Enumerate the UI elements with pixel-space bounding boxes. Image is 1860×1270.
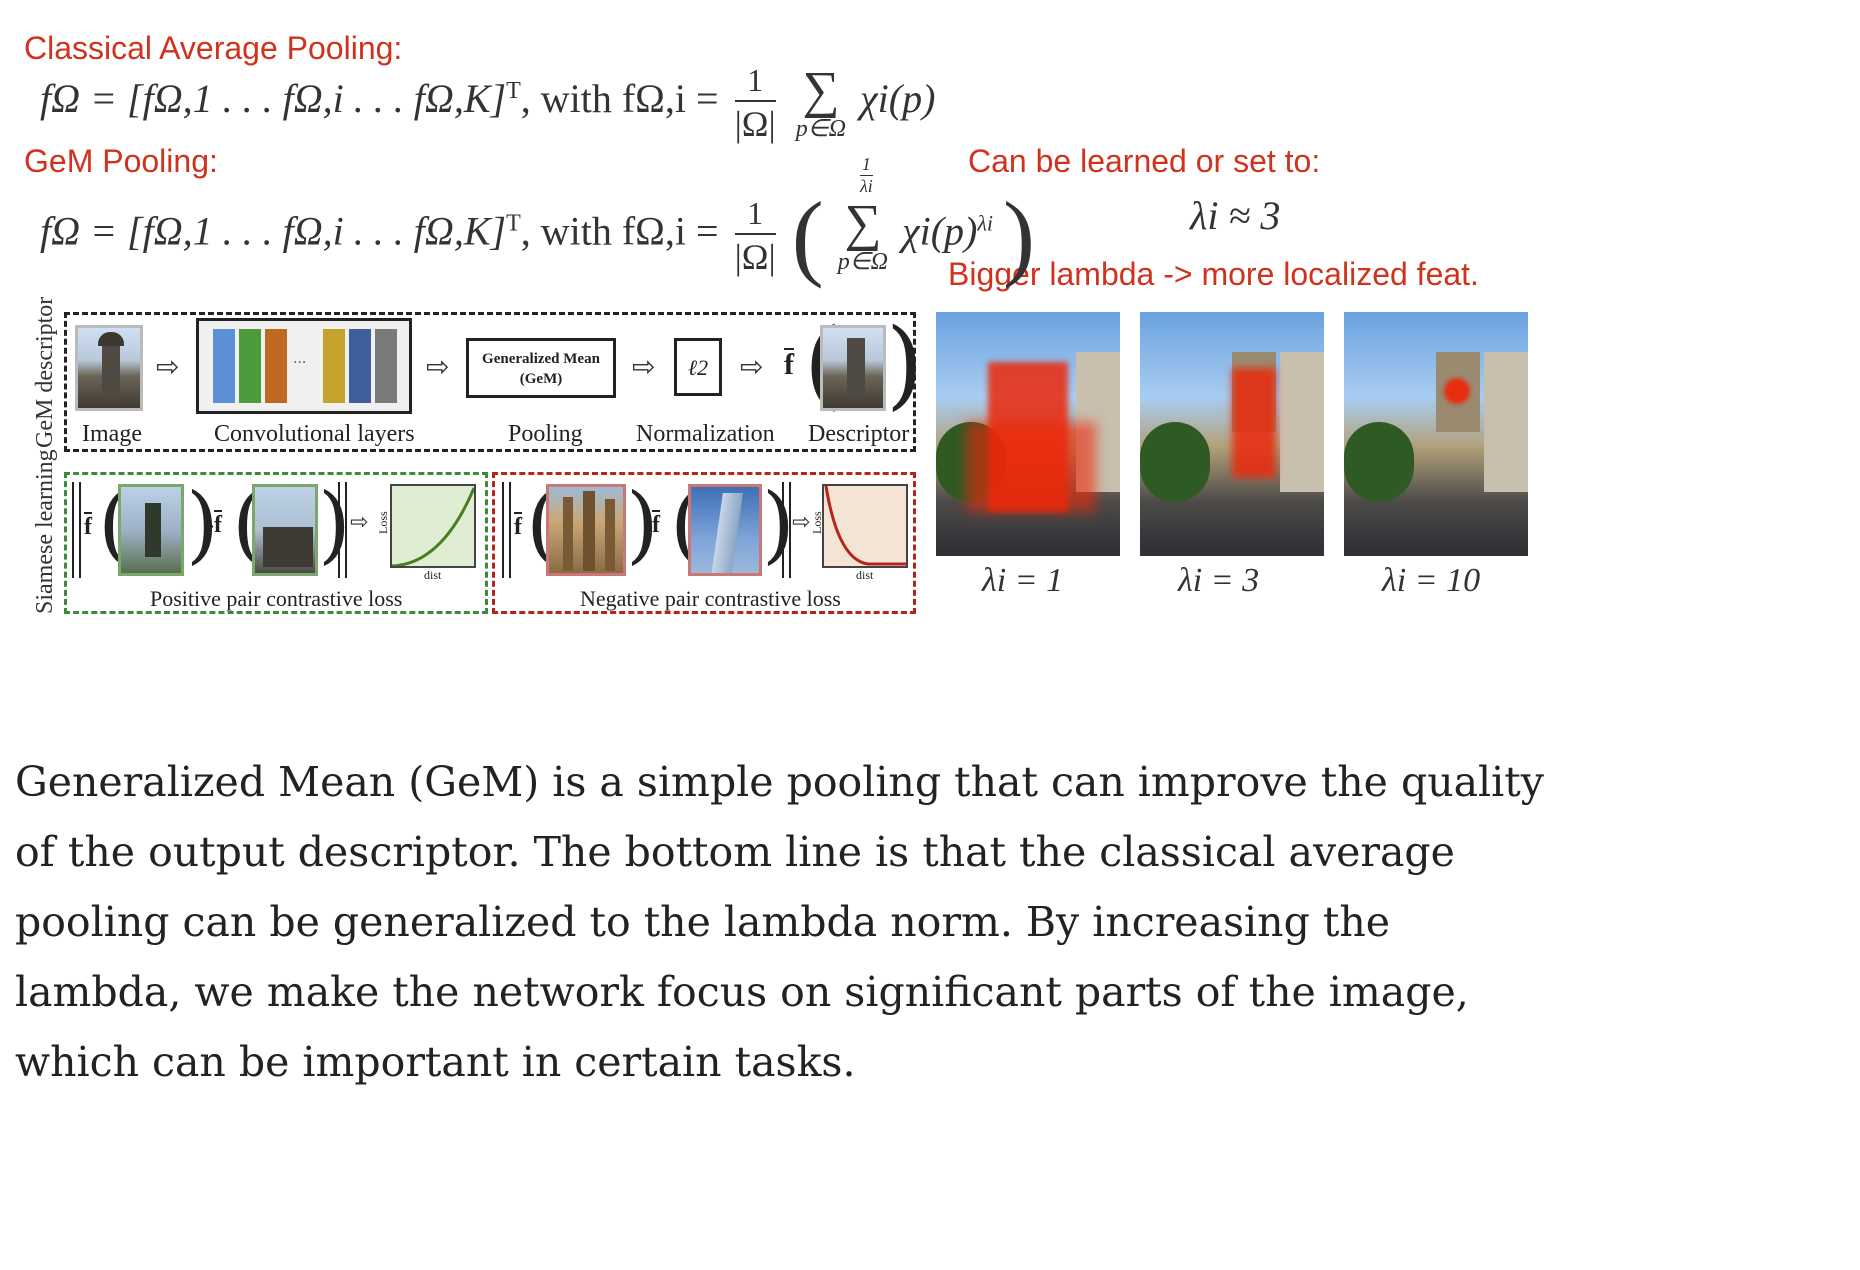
bigger-lambda-note: Bigger lambda -> more localized feat. [948,256,1479,292]
paren: ) [186,475,219,573]
f-bar-symbol: f [214,510,222,538]
gem-box-line1: Generalized Mean [482,351,600,367]
body-paragraph: Generalized Mean (GeM) is a simple pooli… [15,758,1544,1086]
summation: ∑ p∈Ω [795,62,847,142]
negative-pair-box [492,472,916,614]
classical-formula: fΩ = [fΩ,1 . . . fΩ,i . . . fΩ,K]T, with… [40,60,935,146]
negative-loss-plot [822,484,908,568]
conv-layer-3 [265,329,287,403]
lambda-3-caption: λi = 3 [1178,562,1260,599]
fraction-numerator: 1 [734,60,776,102]
minus-f-bar: -f [206,510,222,538]
chi-term-2: χi(p) [902,208,978,254]
loss-axis-label: Loss [376,511,390,534]
descriptor-image-thumbnail [820,325,886,411]
summation-2: ∑ p∈Ω [837,194,888,275]
formula-with: , with fΩ,i = [520,76,719,122]
arrow-icon: ⇨ [156,350,180,383]
gem-formula: fΩ = [fΩ,1 . . . fΩ,i . . . fΩ,K]T, with… [40,154,1035,291]
minus-f-bar: -f [644,510,660,538]
paren: ) [626,475,659,573]
gem-box-line2: (GeM) [519,371,563,387]
chi-term: χi(p) [860,76,936,122]
f-bar-symbol: f [84,512,92,540]
negative-image-2 [688,484,762,576]
f-bar-symbol: f [784,348,794,381]
transpose-sup-2: T [506,210,521,237]
gem-pooling-heading: GeM Pooling: [24,143,218,179]
input-image-thumbnail [75,325,143,411]
negative-pair-label: Negative pair contrastive loss [580,586,841,611]
gem-descriptor-box [64,312,916,452]
conv-layer-5 [349,329,371,403]
outer-exponent-den: λi [860,176,873,196]
arrow-icon: ⇨ [350,510,369,535]
summation-subscript: p∈Ω [795,116,847,142]
positive-image-1 [118,484,184,576]
norm-bar-left [502,482,511,578]
norm-bar-left [72,482,81,578]
lambda-1-caption: λi = 1 [982,562,1064,599]
fraction-numerator-2: 1 [734,193,776,235]
positive-loss-curve [391,487,476,568]
arrow-icon: ⇨ [740,350,764,383]
transpose-sup: T [506,77,521,104]
conv-layer-4 [323,329,345,403]
siamese-learning-label: Siamese learning [32,449,58,614]
conv-layers-box: ... [196,318,412,414]
positive-pair-label: Positive pair contrastive loss [150,586,403,611]
learned-heading: Can be learned or set to: [968,143,1321,179]
fraction-denominator-2: |Ω| [734,236,776,277]
descriptor-paren-right: ) [886,308,924,420]
conv-layer-1 [213,329,235,403]
arrow-icon: ⇨ [632,350,656,383]
gem-pooling-box: Generalized Mean (GeM) [466,338,616,398]
positive-loss-plot [390,484,476,568]
dist-axis-label: dist [424,568,442,582]
arrow-icon: ⇨ [792,510,811,535]
negative-loss-curve [824,485,906,566]
negative-image-1 [546,484,626,576]
conv-layers-label: Convolutional layers [214,421,415,447]
positive-pair-box [64,472,488,614]
lambda-10-caption: λi = 10 [1382,562,1481,599]
conv-layer-6 [375,329,397,403]
outer-exponent-num: 1 [860,154,873,176]
l2-norm-box: ℓ2 [674,338,722,396]
classical-pooling-heading: Classical Average Pooling: [24,30,403,66]
norm-bar-right [782,482,791,578]
normalization-label: Normalization [636,421,775,447]
left-paren: ( [791,182,824,289]
formula-lhs-2: fΩ = [fΩ,1 . . . fΩ,i . . . fΩ,K] [40,208,507,254]
gem-descriptor-label: GeM descriptor [32,296,58,448]
summation-subscript-2: p∈Ω [837,248,888,275]
formula-lhs: fΩ = [fΩ,1 . . . fΩ,i . . . fΩ,K] [40,76,507,122]
f-bar-symbol: f [652,510,660,538]
arrow-icon: ⇨ [426,350,450,383]
pooling-label: Pooling [508,421,583,447]
conv-layer-2 [239,329,261,403]
example-image-lambda-3 [1140,312,1324,556]
fraction-2: 1 |Ω| [734,193,776,279]
fraction: 1 |Ω| [734,60,776,146]
fraction-denominator: |Ω| [734,104,776,144]
outer-exponent: 1 λi [860,154,873,197]
positive-image-2 [252,484,318,576]
conv-dots: ... [293,351,307,367]
lambda-approx: λi ≈ 3 [1190,193,1281,238]
right-paren: ) [1003,182,1035,289]
image-label: Image [82,421,142,447]
f-bar-symbol: f [514,512,522,540]
lambda-exponent: λi [977,210,993,236]
formula-with-2: , with fΩ,i = [520,208,719,254]
example-image-lambda-10 [1344,312,1528,556]
norm-bar-right [338,482,347,578]
example-image-lambda-1 [936,312,1120,556]
descriptor-label: Descriptor [808,421,910,447]
dist-axis-label: dist [856,568,874,582]
